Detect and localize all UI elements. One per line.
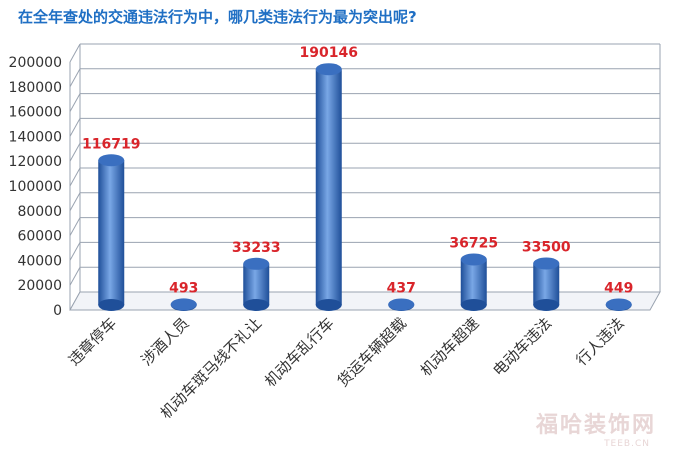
bar-body <box>533 263 560 305</box>
x-tick-label: 机动车乱行车 <box>261 314 337 390</box>
x-tick-label: 行人违法 <box>572 314 627 369</box>
bar-top <box>315 63 342 76</box>
gridline-side-60000 <box>69 217 81 236</box>
gridline-side-140000 <box>69 118 81 137</box>
bar-0 <box>98 154 125 311</box>
gridline-side-20000 <box>69 266 81 286</box>
chart-question-title: 在全年查处的交通违法行为中，哪几类违法行为最为突出呢? <box>18 8 417 26</box>
x-tick-label: 货运车辆超载 <box>334 314 410 390</box>
gridline-side-160000 <box>69 93 81 112</box>
watermark-logo: 福哈装饰网 <box>535 413 656 438</box>
gridline-side-120000 <box>69 142 81 162</box>
x-tick-label: 电动车违法 <box>489 314 555 380</box>
gridline-side-40000 <box>69 242 81 261</box>
bar-base <box>533 299 560 311</box>
data-label: 449 <box>604 280 633 296</box>
gridline-side-100000 <box>69 167 81 187</box>
bar-3 <box>315 63 342 311</box>
data-label: 33233 <box>232 240 281 256</box>
x-tick-label: 涉酒人员 <box>137 314 192 369</box>
y-tick-label: 120000 <box>9 154 62 170</box>
bar-body <box>460 259 487 305</box>
bar-top <box>243 257 270 270</box>
bar-5 <box>460 253 487 311</box>
data-label: 493 <box>169 280 198 296</box>
bar-top <box>533 257 560 270</box>
bar-7 <box>605 298 632 311</box>
bar-1 <box>170 298 197 311</box>
gridline-side-200000 <box>69 43 81 63</box>
data-label: 36725 <box>449 235 498 251</box>
bar-6 <box>533 257 560 311</box>
y-tick-label: 80000 <box>17 204 62 220</box>
bar-body <box>315 69 342 305</box>
y-tick-label: 140000 <box>9 129 62 145</box>
gridline-side-80000 <box>69 192 81 212</box>
bar-base <box>315 299 342 311</box>
watermark-sub: TEEB.CN <box>604 439 650 449</box>
x-tick-label: 机动车超速 <box>417 314 483 380</box>
gridline-side-180000 <box>69 68 81 88</box>
bar-top <box>460 253 487 266</box>
axis-layer: 0 20000 40000 60000 80000 100000 120000 140000 1… <box>9 55 71 319</box>
y-tick-label: 180000 <box>9 80 62 96</box>
bar-base <box>98 299 125 311</box>
bar-top <box>605 298 632 311</box>
bar-2 <box>243 257 270 311</box>
bars-layer <box>98 63 632 311</box>
bar-body <box>98 160 125 305</box>
bar-base <box>243 299 270 311</box>
y-tick-label: 0 <box>53 303 62 319</box>
y-tick-label: 20000 <box>17 278 62 294</box>
data-label: 437 <box>387 280 416 296</box>
data-label: 33500 <box>522 239 571 255</box>
grid-layer <box>69 43 661 311</box>
labels-layer: 116719违章停车493涉酒人员33233机动车斑马线不礼让190146机动车… <box>65 45 633 422</box>
data-label: 190146 <box>300 45 358 61</box>
chart-floor <box>69 291 661 311</box>
y-tick-label: 200000 <box>9 55 62 71</box>
bar-4 <box>388 298 415 311</box>
bar-top <box>170 298 197 311</box>
bar-top <box>98 154 125 167</box>
bar-body <box>243 263 270 305</box>
y-tick-label: 40000 <box>17 253 62 269</box>
y-tick-label: 160000 <box>9 105 62 121</box>
y-tick-label: 60000 <box>17 229 62 245</box>
x-tick-label: 违章停车 <box>65 314 120 369</box>
bar-base <box>460 299 487 311</box>
data-label: 116719 <box>82 136 140 152</box>
y-tick-label: 100000 <box>9 179 62 195</box>
bar-top <box>388 298 415 311</box>
